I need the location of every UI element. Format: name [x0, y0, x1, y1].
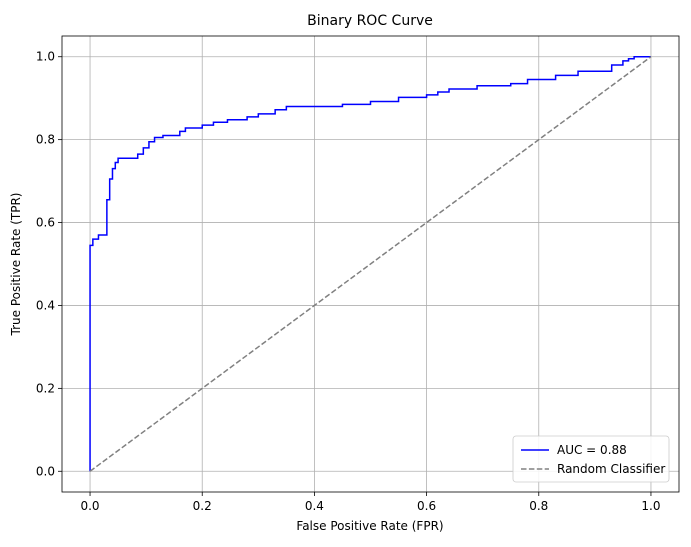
x-tick-label: 0.8	[529, 499, 548, 513]
x-tick-label: 0.4	[305, 499, 324, 513]
y-tick-label: 0.6	[36, 216, 55, 230]
grid	[62, 36, 679, 492]
plot-area	[61, 35, 680, 493]
y-tick-label: 0.2	[36, 381, 55, 395]
chart-title: Binary ROC Curve	[307, 13, 433, 29]
x-tick-label: 0.0	[80, 499, 99, 513]
series-line-1	[89, 56, 652, 472]
y-tick-label: 0.8	[36, 133, 55, 147]
series-line-0	[89, 55, 651, 472]
y-axis-label: True Positive Rate (TPR)	[9, 193, 23, 337]
legend: AUC = 0.88 Random Classifier	[512, 435, 670, 483]
x-tick-label: 0.6	[417, 499, 436, 513]
x-tick-label: 0.2	[193, 499, 212, 513]
y-tick-label: 0.4	[36, 298, 55, 312]
plot-frame	[61, 35, 680, 493]
y-tick-label: 1.0	[36, 50, 55, 64]
x-axis-label: False Positive Rate (FPR)	[296, 519, 443, 533]
ticks: 0.0 0.2 0.4 0.6 0.8 1.0 0.0 0.2 0.4 0.6 0.8 1.0	[36, 50, 661, 513]
legend-box	[512, 435, 670, 483]
y-tick-label: 0.0	[36, 464, 55, 478]
legend-label-0: AUC = 0.88	[557, 443, 627, 457]
x-tick-label: 1.0	[641, 499, 660, 513]
legend-label-1: Random Classifier	[557, 462, 665, 476]
